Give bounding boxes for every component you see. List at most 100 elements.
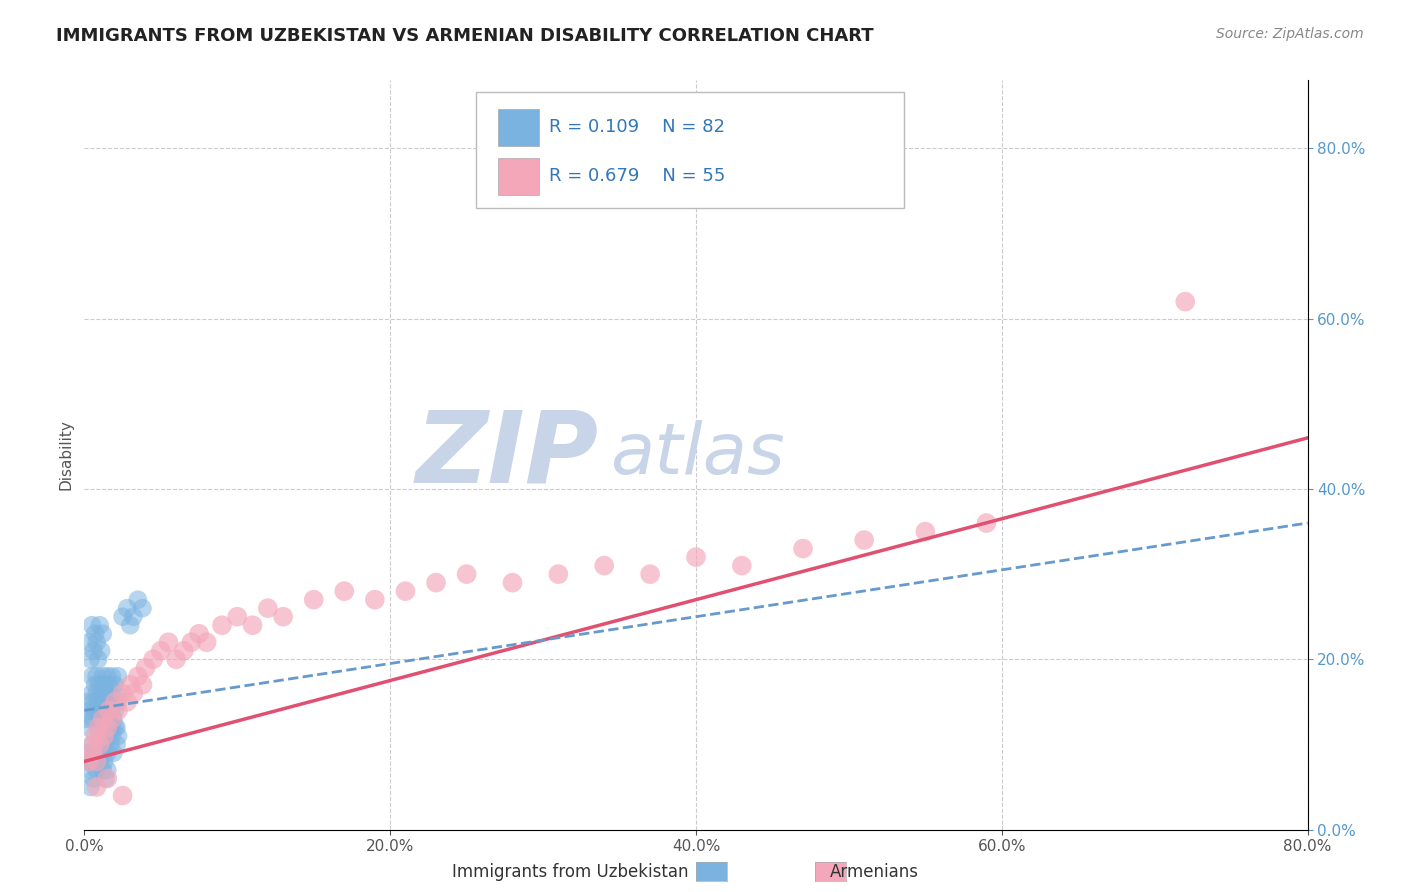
Point: [89, 738, 111, 752]
FancyBboxPatch shape: [498, 109, 540, 145]
FancyBboxPatch shape: [475, 92, 904, 208]
Point: [333, 584, 356, 599]
Point: [115, 601, 138, 615]
Point: [122, 609, 145, 624]
Point: [101, 669, 124, 683]
Point: [120, 618, 142, 632]
Point: [80, 669, 103, 683]
Point: [84, 746, 107, 760]
Point: [79, 780, 101, 794]
Point: [94, 720, 117, 734]
Point: [105, 738, 128, 752]
Point: [86, 635, 108, 649]
Point: [94, 729, 117, 743]
Point: [87, 652, 110, 666]
Point: [83, 738, 105, 752]
Point: [91, 669, 114, 683]
Point: [97, 720, 120, 734]
Point: [394, 584, 416, 599]
Point: [547, 567, 569, 582]
Point: [97, 678, 120, 692]
Y-axis label: Disability: Disability: [58, 419, 73, 491]
Point: [84, 678, 107, 692]
Point: [86, 763, 108, 777]
Point: [593, 558, 616, 573]
Point: [77, 746, 100, 760]
Point: [80, 686, 103, 700]
Point: [101, 729, 124, 743]
Point: [93, 678, 115, 692]
Point: [77, 635, 100, 649]
Point: [425, 575, 447, 590]
Point: [76, 755, 98, 769]
Point: [79, 652, 101, 666]
Point: [94, 772, 117, 786]
Point: [1174, 294, 1197, 309]
Point: [914, 524, 936, 539]
Point: [638, 567, 661, 582]
Point: [111, 609, 134, 624]
Point: [157, 635, 180, 649]
Point: [149, 644, 172, 658]
Point: [84, 703, 107, 717]
Point: [104, 703, 127, 717]
Point: [111, 789, 134, 803]
Point: [91, 712, 114, 726]
Point: [90, 686, 112, 700]
Point: [111, 686, 134, 700]
Point: [103, 712, 125, 726]
Point: [93, 738, 115, 752]
Point: [79, 763, 101, 777]
Point: [302, 592, 325, 607]
Point: [107, 669, 129, 683]
Point: [104, 678, 127, 692]
Point: [91, 626, 114, 640]
Point: [97, 703, 120, 717]
Point: [257, 601, 280, 615]
Point: [364, 592, 387, 607]
Point: [75, 712, 97, 726]
Point: [87, 720, 110, 734]
Point: [98, 738, 121, 752]
Point: [96, 746, 118, 760]
Text: IMMIGRANTS FROM UZBEKISTAN VS ARMENIAN DISABILITY CORRELATION CHART: IMMIGRANTS FROM UZBEKISTAN VS ARMENIAN D…: [56, 27, 875, 45]
Point: [792, 541, 814, 556]
Point: [93, 755, 115, 769]
Point: [91, 763, 114, 777]
Point: [80, 618, 103, 632]
Text: R = 0.679    N = 55: R = 0.679 N = 55: [550, 167, 725, 186]
Point: [91, 695, 114, 709]
Point: [127, 669, 149, 683]
Text: Armenians: Armenians: [830, 863, 918, 881]
Text: Immigrants from Uzbekistan: Immigrants from Uzbekistan: [453, 863, 689, 881]
Point: [77, 720, 100, 734]
Point: [86, 669, 108, 683]
Point: [93, 703, 115, 717]
Point: [456, 567, 478, 582]
Point: [976, 516, 998, 530]
Point: [96, 720, 118, 734]
Point: [86, 780, 108, 794]
Point: [94, 686, 117, 700]
Point: [104, 695, 127, 709]
Point: [107, 695, 129, 709]
Point: [93, 729, 115, 743]
Point: [180, 635, 202, 649]
Point: [127, 592, 149, 607]
Point: [90, 746, 112, 760]
Point: [87, 738, 110, 752]
Point: [226, 609, 249, 624]
Point: [96, 772, 118, 786]
Point: [90, 644, 112, 658]
Point: [83, 644, 105, 658]
Point: [103, 746, 125, 760]
Point: [685, 550, 707, 565]
Point: [271, 609, 294, 624]
Point: [101, 720, 124, 734]
Point: [97, 712, 120, 726]
Point: [89, 618, 111, 632]
Point: [96, 669, 118, 683]
Point: [142, 652, 165, 666]
Point: [77, 755, 100, 769]
Point: [120, 678, 142, 692]
